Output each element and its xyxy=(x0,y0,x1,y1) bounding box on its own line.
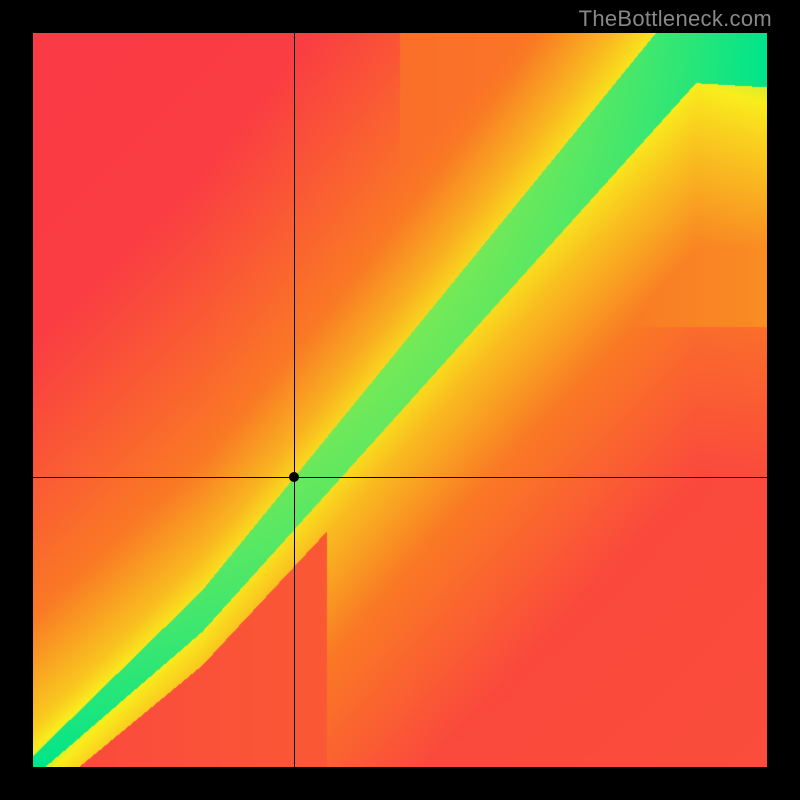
heatmap-canvas xyxy=(33,33,767,767)
crosshair-horizontal xyxy=(33,477,767,478)
watermark-text: TheBottleneck.com xyxy=(579,6,772,32)
crosshair-dot xyxy=(289,472,299,482)
crosshair-vertical xyxy=(294,33,295,767)
chart-frame: TheBottleneck.com xyxy=(0,0,800,800)
